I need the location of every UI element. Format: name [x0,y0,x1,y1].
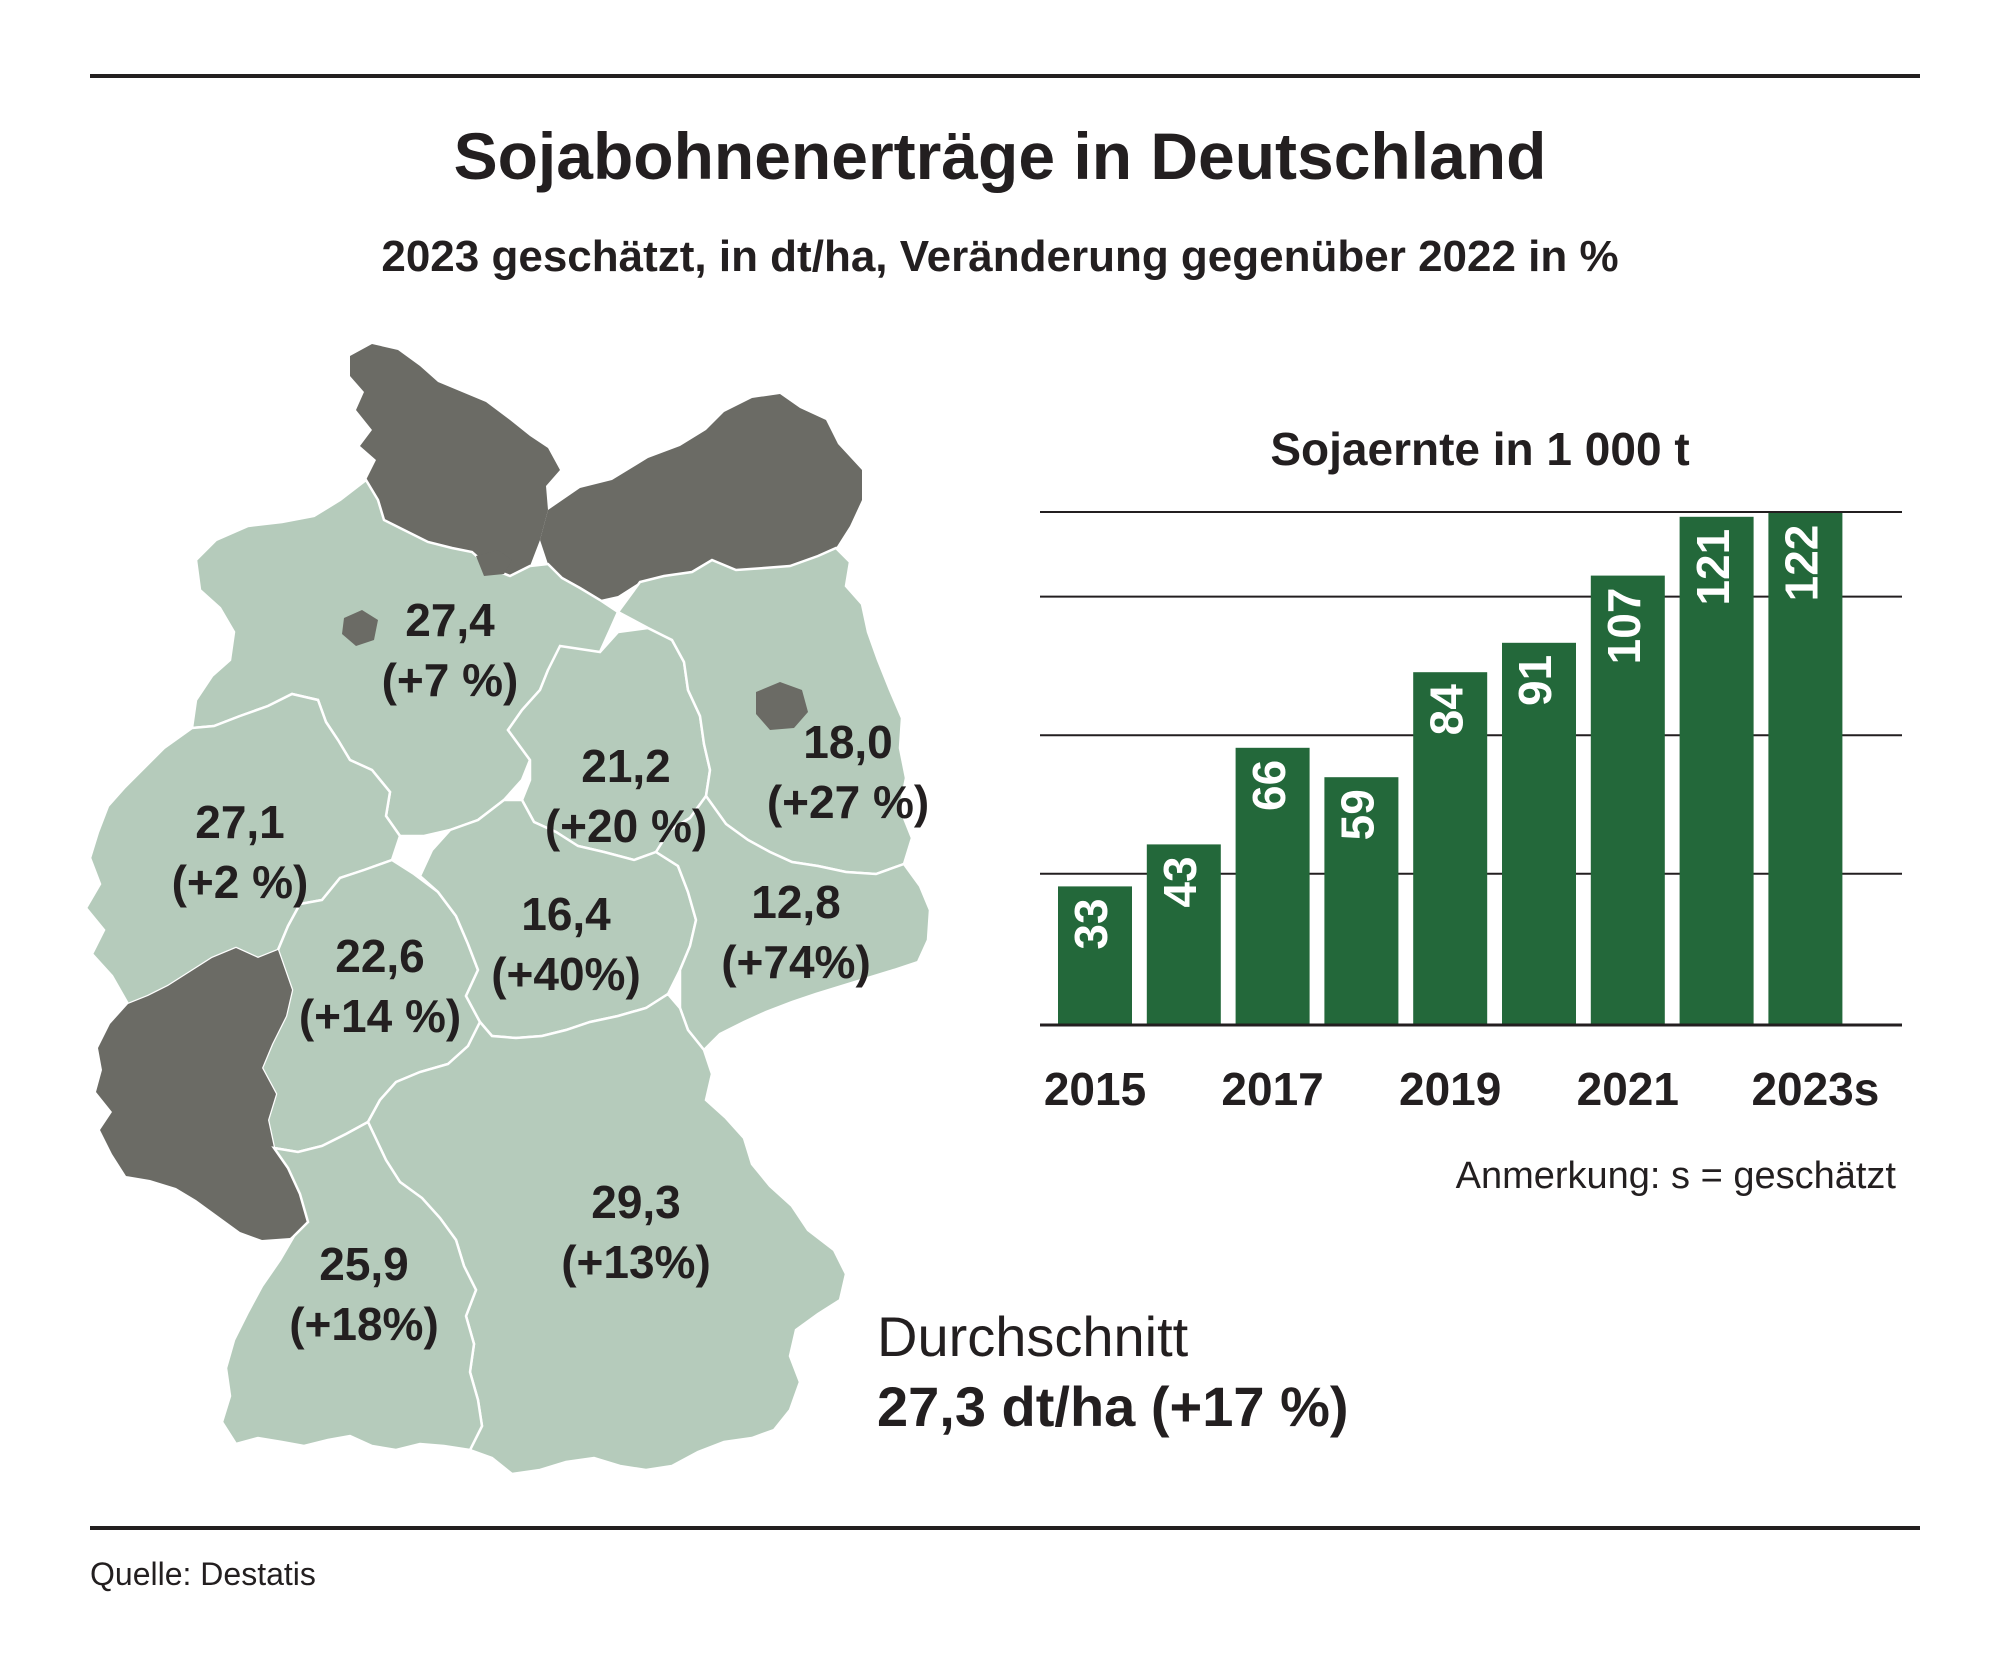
region-value: 25,9 [319,1238,409,1290]
region-label-niedersachsen: 27,4 (+7 %) [320,590,580,710]
region-value: 27,1 [195,796,285,848]
region-label-thueringen: 16,4 (+40%) [436,884,696,1004]
region-change: (+18%) [289,1298,439,1350]
bar [1235,747,1310,1025]
region-change: (+74%) [721,936,871,988]
bar [1413,672,1488,1025]
x-tick-label: 2015 [1044,1063,1146,1115]
source: Quelle: Destatis [90,1556,316,1592]
region-value: 29,3 [591,1176,681,1228]
region-label-sachsen-anhalt: 21,2 (+20 %) [496,736,756,856]
bar [1679,516,1754,1025]
bar-value-label: 66 [1243,760,1295,811]
region-label-hessen: 22,6 (+14 %) [250,926,510,1046]
region-change: (+14 %) [298,990,462,1042]
bar-chart-title: Sojaernte in 1 000 t [1270,423,1690,475]
region-label-brandenburg: 18,0 (+27 %) [718,712,978,832]
chart-subtitle: 2023 geschätzt, in dt/ha, Veränderung ge… [381,232,1619,281]
region-mecklenburg-vorpommern [540,394,862,600]
bar [1590,575,1665,1025]
region-label-baden-wuerttemberg: 25,9 (+18%) [234,1234,494,1354]
region-value: 12,8 [751,876,841,928]
bar [1146,844,1221,1025]
bar [1058,886,1132,1025]
region-sachsen [654,793,932,1052]
average-label: Durchschnitt [877,1305,1189,1368]
bar-value-label: 91 [1509,655,1561,706]
region-bremen [342,610,378,646]
region-baden-wuerttemberg [220,1120,484,1452]
bar-value-label: 84 [1420,684,1472,736]
region-hamburg [476,550,512,576]
region-value: 18,0 [803,716,893,768]
bar-value-label: 59 [1332,789,1384,840]
note: Anmerkung: s = geschätzt [1455,1155,1896,1197]
region-change: (+13%) [561,1236,711,1288]
bar-value-label: 107 [1598,588,1650,665]
region-label-sachsen: 12,8 (+74%) [666,872,926,992]
region-label-bayern: 29,3 (+13%) [506,1172,766,1292]
region-value: 21,2 [581,740,671,792]
chart-title: Sojabohnenerträge in Deutschland [453,119,1547,193]
x-tick-label: 2019 [1399,1063,1501,1115]
region-change: (+40%) [491,948,641,1000]
region-change: (+20 %) [544,800,708,852]
x-tick-label: 2017 [1221,1063,1323,1115]
region-change: (+2 %) [171,856,309,908]
bar-value-label: 33 [1065,898,1117,949]
region-value: 27,4 [405,594,495,646]
x-tick-label: 2021 [1577,1063,1679,1115]
region-berlin [756,682,808,730]
bar [1324,777,1399,1025]
top-rule [90,74,1920,78]
x-tick-label: 2023s [1751,1063,1879,1115]
average-summary: Durchschnitt 27,3 dt/ha (+17 %) [877,1302,1349,1442]
region-label-nordrhein-westfalen: 27,1 (+2 %) [110,792,370,912]
bar-value-label: 121 [1687,529,1739,606]
bar [1768,512,1843,1025]
region-value: 22,6 [335,930,425,982]
average-value: 27,3 dt/ha (+17 %) [877,1375,1349,1438]
region-change: (+27 %) [766,776,930,828]
bar [1502,642,1576,1025]
bottom-rule [90,1526,1920,1530]
region-value: 16,4 [521,888,611,940]
region-rheinland-pfalz-saarland [96,948,308,1240]
bar-value-label: 43 [1154,856,1206,907]
region-schleswig-holstein [350,344,560,576]
bar-value-label: 122 [1776,525,1828,602]
region-change: (+7 %) [381,654,519,706]
